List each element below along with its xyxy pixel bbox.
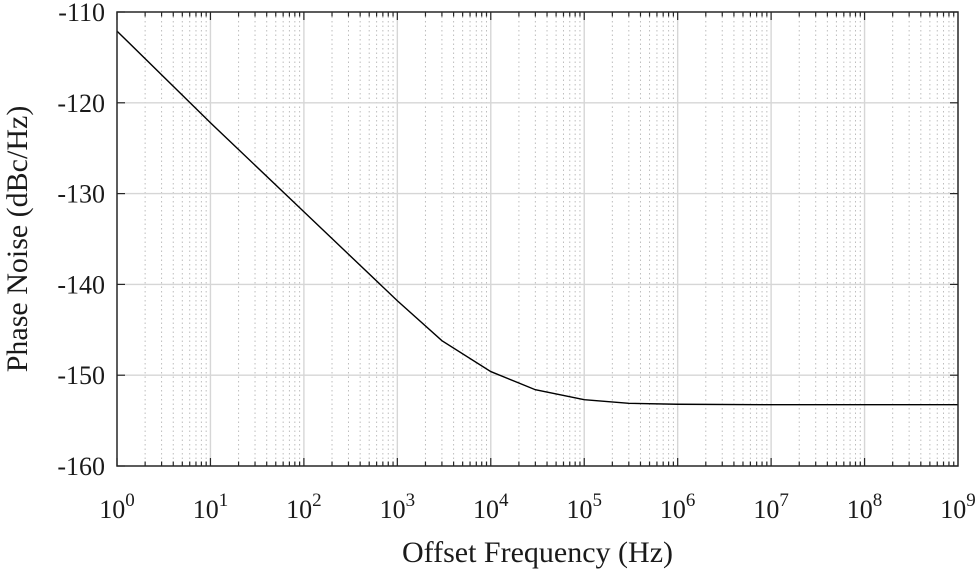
x-tick-label: 109: [940, 490, 976, 524]
phase-noise-line: [116, 30, 958, 406]
x-tick-label: 104: [473, 490, 509, 524]
y-axis-title: Phase Noise (dBc/Hz): [1, 106, 34, 373]
y-tick-label: -150: [57, 361, 105, 390]
x-tick-label: 108: [847, 490, 883, 524]
x-tick-label: 103: [380, 490, 416, 524]
x-tick-label-exponent: 0: [125, 490, 135, 511]
y-tick-label: -160: [57, 452, 105, 481]
x-tick-label-base: 10: [193, 495, 219, 524]
x-tick-label-exponent: 5: [592, 490, 602, 511]
series-layer: [116, 30, 958, 406]
x-tick-label: 101: [193, 490, 229, 524]
x-tick-label-base: 10: [753, 495, 779, 524]
y-tick-label: -130: [57, 180, 105, 209]
x-tick-label-exponent: 6: [686, 490, 696, 511]
x-tick-label-base: 10: [660, 495, 686, 524]
x-tick-label-exponent: 2: [312, 490, 322, 511]
x-tick-label: 107: [753, 490, 789, 524]
x-tick-label-exponent: 4: [499, 490, 509, 511]
x-tick-label-base: 10: [380, 495, 406, 524]
x-tick-label-base: 10: [99, 495, 125, 524]
x-tick-label-base: 10: [566, 495, 592, 524]
x-tick-label-base: 10: [847, 495, 873, 524]
y-tick-label: -110: [58, 0, 105, 27]
ticks: [116, 11, 958, 467]
y-tick-labels: -110 -120 -130 -140 -150 -160: [57, 0, 105, 481]
x-axis-title: Offset Frequency (Hz): [402, 536, 673, 569]
x-tick-label-exponent: 9: [966, 490, 976, 511]
x-tick-label: 106: [660, 490, 696, 524]
x-tick-label-exponent: 8: [873, 490, 883, 511]
y-tick-label: -120: [57, 89, 105, 118]
x-tick-label: 105: [566, 490, 602, 524]
x-tick-label-exponent: 7: [779, 490, 789, 511]
x-tick-label: 102: [286, 490, 322, 524]
plot-frame: [116, 11, 959, 467]
y-tick-label: -140: [57, 270, 105, 299]
x-tick-label-base: 10: [940, 495, 966, 524]
x-tick-label-base: 10: [473, 495, 499, 524]
x-tick-label-base: 10: [286, 495, 312, 524]
x-tick-label-exponent: 1: [219, 490, 229, 511]
x-tick-labels: 100 101 102 103 104 105 106 107 108 109: [99, 490, 976, 524]
x-tick-label: 100: [99, 490, 135, 524]
x-tick-label-exponent: 3: [406, 490, 416, 511]
grid: [117, 12, 958, 466]
